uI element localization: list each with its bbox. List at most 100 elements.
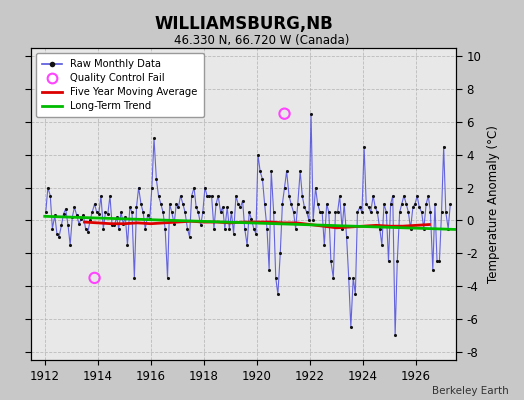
Point [271, 275, 280, 281]
Point [168, 209, 176, 216]
Point [302, 209, 311, 216]
Text: Berkeley Earth: Berkeley Earth [432, 386, 508, 396]
Point [61, 206, 70, 212]
Point [358, 209, 366, 216]
Point [99, 226, 107, 232]
Point [274, 291, 282, 298]
Point [409, 204, 417, 210]
Point [148, 184, 156, 191]
Point [196, 222, 205, 228]
Point [119, 220, 127, 227]
Point [309, 217, 318, 224]
Point [340, 201, 348, 207]
Point [276, 250, 285, 256]
Point [369, 192, 377, 199]
Point [172, 201, 180, 207]
Point [396, 209, 404, 216]
Point [384, 258, 392, 265]
Point [88, 209, 96, 216]
Legend: Raw Monthly Data, Quality Control Fail, Five Year Moving Average, Long-Term Tren: Raw Monthly Data, Quality Control Fail, … [37, 53, 204, 117]
Point [269, 209, 278, 216]
Point [353, 209, 362, 216]
Point [313, 201, 322, 207]
Y-axis label: Temperature Anomaly (°C): Temperature Anomaly (°C) [487, 125, 500, 283]
Point [238, 198, 247, 204]
Point [75, 220, 83, 227]
Point [121, 214, 129, 220]
Point [115, 226, 123, 232]
Point [117, 209, 125, 216]
Point [181, 209, 189, 216]
Point [214, 192, 222, 199]
Point [329, 275, 337, 281]
Point [245, 209, 254, 216]
Point [64, 222, 72, 228]
Point [223, 204, 232, 210]
Point [380, 201, 388, 207]
Point [333, 209, 342, 216]
Point [442, 209, 450, 216]
Point [406, 226, 414, 232]
Point [225, 226, 234, 232]
Point [349, 275, 357, 281]
Point [185, 234, 194, 240]
Point [252, 230, 260, 237]
Point [322, 201, 331, 207]
Point [280, 184, 289, 191]
Point [278, 201, 287, 207]
Point [130, 275, 138, 281]
Point [216, 209, 225, 216]
Point [265, 266, 274, 273]
Point [386, 201, 395, 207]
Point [79, 212, 88, 219]
Point [347, 324, 355, 330]
Point [289, 209, 298, 216]
Point [192, 204, 200, 210]
Point [400, 192, 408, 199]
Point [366, 209, 375, 216]
Point [325, 209, 333, 216]
Point [404, 209, 412, 216]
Point [177, 192, 185, 199]
Point [282, 168, 291, 174]
Point [163, 275, 172, 281]
Point [90, 201, 99, 207]
Point [398, 201, 406, 207]
Point [201, 184, 209, 191]
Point [57, 222, 66, 228]
Point [320, 242, 329, 248]
Point [360, 143, 368, 150]
Point [318, 209, 326, 216]
Point [351, 291, 359, 298]
Point [212, 201, 220, 207]
Point [66, 242, 74, 248]
Point [90, 275, 99, 281]
Point [305, 217, 313, 224]
Point [95, 211, 103, 217]
Point [188, 192, 196, 199]
Point [287, 201, 296, 207]
Point [435, 258, 444, 265]
Point [296, 168, 304, 174]
Point [356, 204, 364, 210]
Point [179, 201, 187, 207]
Point [362, 201, 370, 207]
Point [440, 143, 448, 150]
Point [429, 266, 437, 273]
Point [128, 209, 136, 216]
Point [393, 258, 401, 265]
Point [219, 204, 227, 210]
Point [422, 201, 430, 207]
Point [234, 201, 242, 207]
Point [420, 226, 428, 232]
Point [101, 209, 110, 216]
Point [227, 209, 236, 216]
Point [376, 226, 384, 232]
Point [378, 242, 386, 248]
Point [267, 168, 276, 174]
Point [389, 192, 397, 199]
Point [298, 192, 307, 199]
Point [108, 222, 116, 228]
Point [344, 275, 353, 281]
Point [236, 204, 245, 210]
